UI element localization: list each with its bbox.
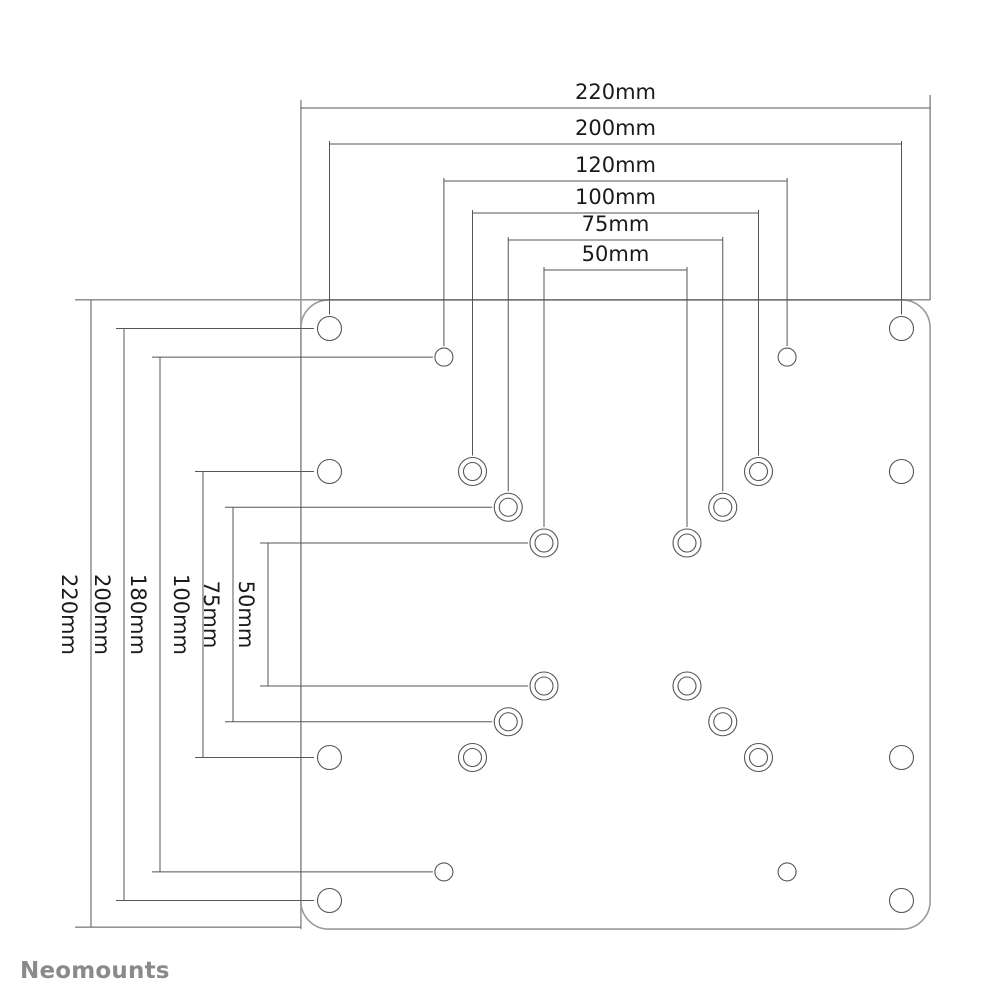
dimension-label-v-200: 200mm [90,574,114,655]
dimension-label-h-100: 100mm [575,185,656,209]
mounting-hole-edge-icon [316,744,343,771]
mounting-hole-small-icon [434,347,454,367]
dimension-label-h-120: 120mm [575,153,656,177]
dimension-label-v-50: 50mm [234,581,258,649]
mounting-hole-vesa75-icon [493,707,523,737]
mounting-hole-small-icon [434,862,454,882]
dimension-label-h-75: 75mm [582,212,650,236]
mounting-hole-corner-icon [316,315,343,342]
dimension-label-v-220: 220mm [57,574,81,655]
mounting-hole-vesa75-icon [493,492,523,522]
mounting-hole-vesa100-icon [462,747,483,768]
mounting-hole-vesa75-icon [498,497,518,517]
mounting-hole-vesa50-icon [534,676,554,696]
plate-outline [300,299,931,930]
dimension-label-v-180: 180mm [126,574,150,655]
mounting-hole-vesa50-icon [677,676,697,696]
dimension-label-v-100: 100mm [169,574,193,655]
mounting-hole-edge-icon [888,744,915,771]
mounting-hole-vesa100-icon [462,461,483,482]
mounting-hole-vesa75-icon [713,497,733,517]
mounting-hole-corner-icon [888,315,915,342]
dimension-label-h-220: 220mm [575,80,656,104]
dimension-label-h-50: 50mm [582,242,650,266]
mounting-hole-small-icon [777,347,797,367]
mounting-hole-corner-icon [888,887,915,914]
mounting-hole-vesa50-icon [529,671,559,701]
mounting-hole-vesa50-icon [672,671,702,701]
mounting-hole-vesa50-icon [677,533,697,553]
dimension-label-h-200: 200mm [575,116,656,140]
mounting-hole-vesa75-icon [708,492,738,522]
mounting-hole-vesa50-icon [529,528,559,558]
mounting-hole-vesa50-icon [672,528,702,558]
mounting-hole-vesa75-icon [713,712,733,732]
mounting-hole-corner-icon [316,887,343,914]
mounting-hole-vesa100-icon [743,742,774,773]
mounting-hole-edge-icon [316,458,343,485]
mounting-hole-vesa75-icon [498,712,518,732]
mounting-hole-vesa50-icon [534,533,554,553]
mounting-hole-vesa100-icon [457,456,488,487]
mounting-hole-vesa100-icon [457,742,488,773]
mounting-hole-vesa75-icon [708,707,738,737]
mounting-hole-vesa100-icon [748,747,769,768]
mounting-hole-vesa100-icon [743,456,774,487]
mounting-hole-edge-icon [888,458,915,485]
dimension-label-v-75: 75mm [199,581,223,649]
mounting-hole-vesa100-icon [748,461,769,482]
mounting-hole-small-icon [777,862,797,882]
neomounts-logo: Neomounts [20,958,170,984]
